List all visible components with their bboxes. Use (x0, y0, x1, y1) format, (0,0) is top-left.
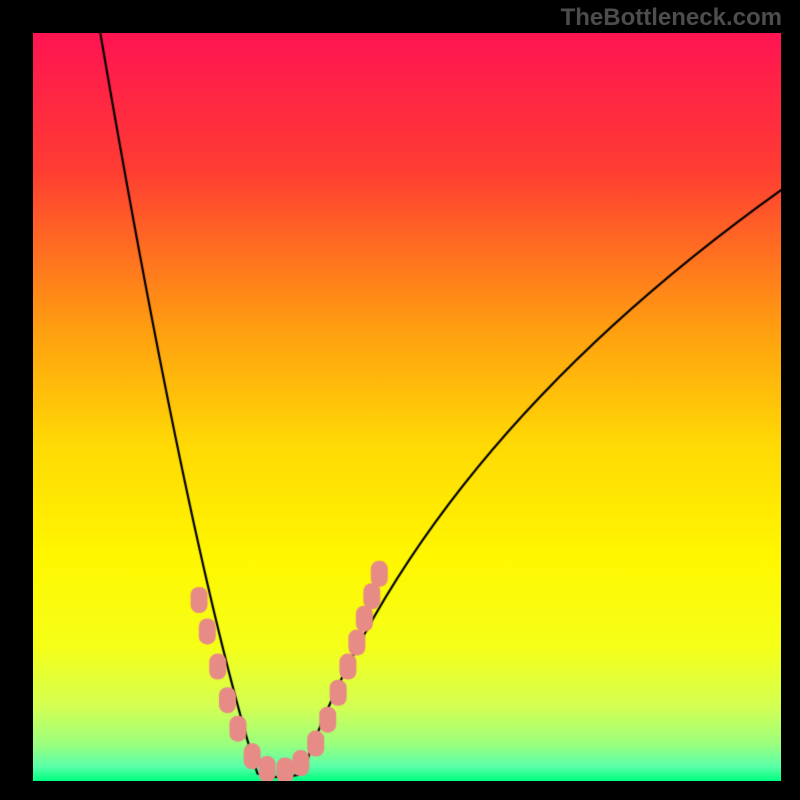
watermark-text: TheBottleneck.com (561, 4, 782, 32)
curve-data-dots (33, 33, 781, 781)
plot-area (33, 33, 781, 781)
chart-container: TheBottleneck.com (0, 0, 800, 800)
